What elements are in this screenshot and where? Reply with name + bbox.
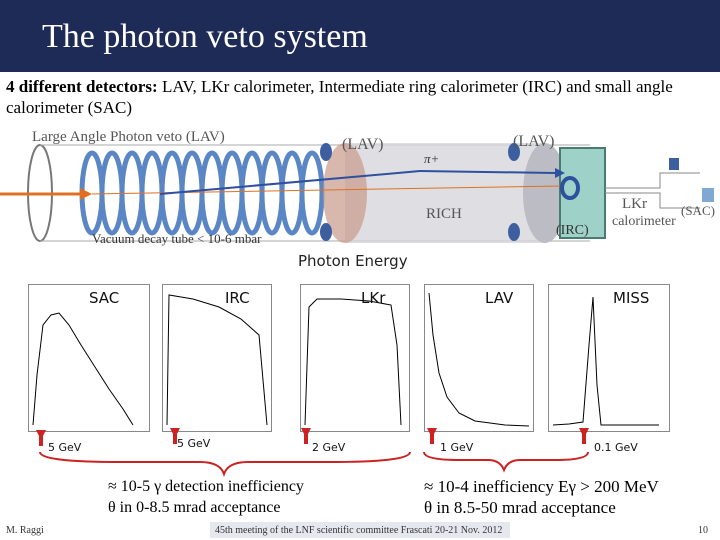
summary-braces <box>39 451 589 478</box>
intro-bold: 4 different detectors: <box>6 77 158 96</box>
calorimeter-label: calorimeter <box>612 214 676 229</box>
irc-label: (IRC) <box>556 223 589 238</box>
lav-label-2: (LAV) <box>342 136 384 153</box>
lkr-spectrum <box>304 298 402 426</box>
plot-sac: SAC <box>28 284 150 432</box>
plot-title: MISS <box>613 289 650 307</box>
plot-title: SAC <box>89 289 120 307</box>
plot-title: LKr <box>361 289 386 307</box>
plot-title: IRC <box>225 289 250 307</box>
footer-bar <box>210 522 510 538</box>
rich-label: RICH <box>426 206 462 222</box>
sac-label: (SAC) <box>681 203 715 218</box>
sac-energy-marker: 5 GeV <box>48 441 82 454</box>
lav-label-main: Large Angle Photon veto (LAV) <box>32 129 225 145</box>
footer-author: M. Raggi <box>6 525 44 536</box>
lav-spectrum <box>428 292 530 427</box>
pion-label: π+ <box>424 151 440 166</box>
miss-spectrum <box>552 296 659 426</box>
energy-markers <box>36 428 589 446</box>
irc-spectrum <box>166 294 268 426</box>
footer-meeting: 45th meeting of the LNF scientific commi… <box>215 525 503 536</box>
miss-energy-marker: 0.1 GeV <box>594 441 638 454</box>
photon-energy-heading: Photon Energy <box>298 252 408 270</box>
summary-left-line1: ≈ 10-5 γ detection inefficiency <box>108 478 304 495</box>
summary-left: ≈ 10-5 γ detection inefficiency θ in 0-8… <box>108 476 304 518</box>
irc-energy-marker: 5 GeV <box>177 437 211 450</box>
plot-lav: LAV <box>424 284 534 432</box>
plot-title: LAV <box>485 289 514 307</box>
intro-body: LAV, LKr calorimeter, Intermediate ring … <box>6 77 673 117</box>
vacuum-label: Vacuum decay tube < 10-6 mbar <box>92 231 262 246</box>
summary-left-line2: θ in 0-8.5 mrad acceptance <box>108 499 281 516</box>
plot-lkr: LKr <box>300 284 410 432</box>
lav-energy-marker: 1 GeV <box>440 441 474 454</box>
slide-title: The photon veto system <box>42 18 368 55</box>
plot-miss: MISS <box>548 284 670 432</box>
summary-right-line2: θ in 8.5-50 mrad acceptance <box>424 498 616 517</box>
footer-page: 10 <box>698 525 708 536</box>
lkr-label: LKr <box>622 196 647 212</box>
lav-label-3: (LAV) <box>513 133 555 150</box>
detector-diagram <box>0 143 714 243</box>
summary-right-line1: ≈ 10-4 inefficiency Eγ > 200 MeV <box>424 477 659 496</box>
intro-text: 4 different detectors: LAV, LKr calorime… <box>6 76 706 118</box>
title-bar: The photon veto system <box>0 0 720 72</box>
summary-right: ≈ 10-4 inefficiency Eγ > 200 MeV θ in 8.… <box>424 476 659 518</box>
lkr-energy-marker: 2 GeV <box>312 441 346 454</box>
sac-spectrum <box>32 312 134 426</box>
plot-irc: IRC <box>162 284 272 432</box>
lav-rings <box>79 150 325 236</box>
